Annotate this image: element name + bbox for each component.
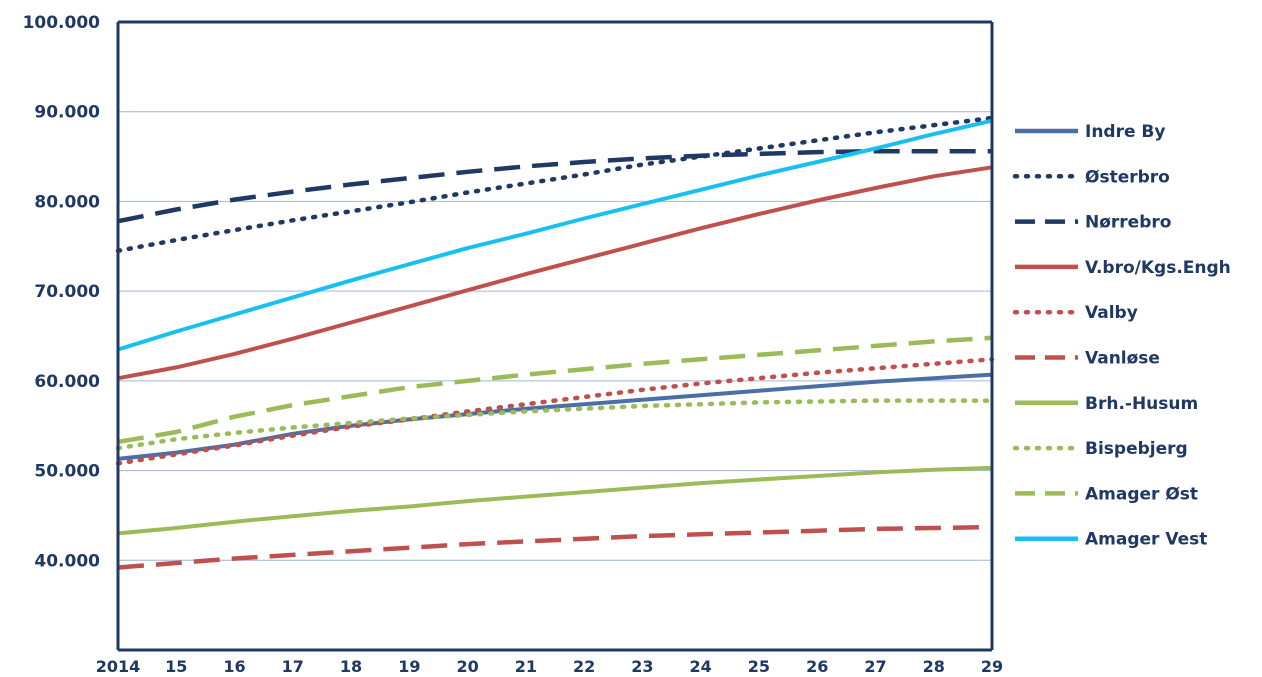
legend-label-6: Brh.-Husum [1085,394,1198,414]
x-axis-ticks: 2014 15 16 17 18 19 20 21 22 23 24 25 26 27 28 29 [96,657,1003,676]
x-tick-label-11: 25 [748,657,770,676]
legend-label-5: Vanløse [1085,349,1160,369]
y-tick-label-4: 80.000 [34,192,100,212]
x-tick-label-4: 18 [340,657,362,676]
x-tick-label-15: 29 [981,657,1003,676]
series-lines [115,115,995,570]
y-tick-label-6: 100.000 [23,13,101,33]
x-tick-label-5: 19 [398,657,420,676]
legend-label-4: Valby [1085,303,1138,323]
legend-label-7: Bispebjerg [1085,439,1188,459]
legend-label-2: Nørrebro [1085,213,1171,233]
legend-label-8: Amager Øst [1085,484,1198,504]
x-tick-label-9: 23 [631,657,653,676]
series-line-8 [117,335,993,445]
x-tick-label-8: 22 [573,657,595,676]
x-tick-label-14: 28 [923,657,945,676]
x-tick-label-1: 15 [165,657,187,676]
legend-label-9: Amager Vest [1085,530,1207,550]
series-line-0 [117,372,993,461]
y-tick-label-5: 90.000 [34,103,100,123]
y-tick-label-2: 60.000 [34,372,100,392]
series-line-3 [117,165,993,381]
x-tick-label-2: 16 [223,657,245,676]
x-tick-label-3: 17 [282,657,304,676]
y-axis-ticks: 40.000 50.000 60.000 70.000 80.000 90.000 100.… [23,13,101,571]
legend-label-1: Østerbro [1085,167,1170,187]
x-tick-label-6: 20 [456,657,478,676]
x-tick-label-7: 21 [515,657,537,676]
series-line-6 [117,465,993,536]
series-line-9 [117,118,993,352]
series-line-4 [115,357,995,466]
x-tick-label-13: 27 [864,657,886,676]
series-line-7 [115,398,995,451]
x-tick-label-0: 2014 [96,657,141,676]
series-line-1 [115,115,995,254]
series-line-5 [117,524,993,570]
x-tick-label-12: 26 [806,657,828,676]
gridlines [118,21,992,561]
legend: Indre By Østerbro Nørrebro V.bro/Kgs.Engh Va… [1012,122,1231,550]
y-tick-label-0: 40.000 [34,551,100,571]
plot-frame [116,20,994,652]
y-tick-label-3: 70.000 [34,282,100,302]
legend-label-0: Indre By [1085,122,1165,142]
series-line-2 [117,148,992,224]
x-tick-label-10: 24 [690,657,712,676]
y-tick-label-1: 50.000 [34,462,100,482]
legend-label-3: V.bro/Kgs.Engh [1085,258,1231,278]
